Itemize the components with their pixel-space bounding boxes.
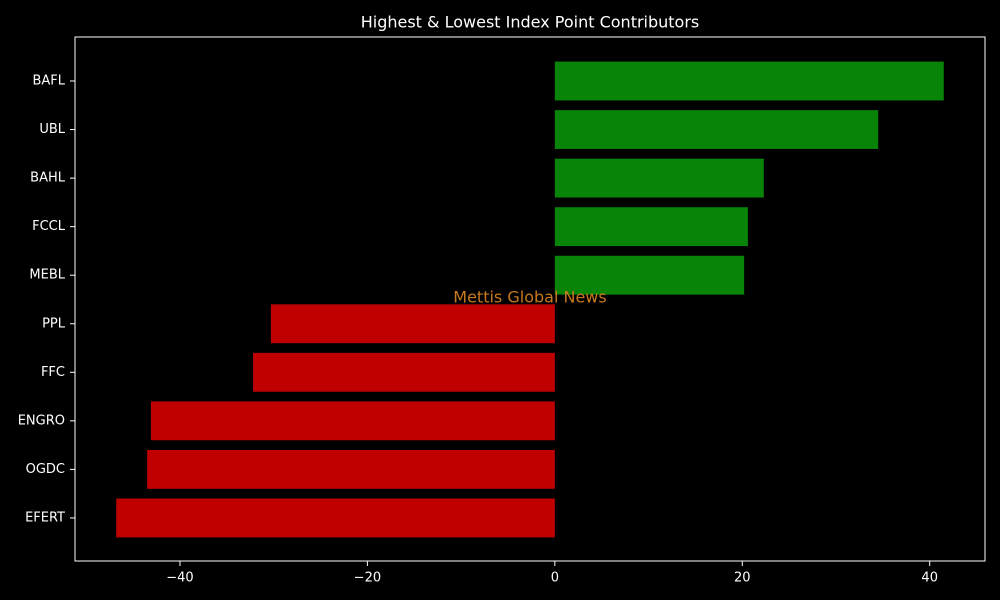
y-tick-label: FCCL [32, 219, 66, 234]
y-tick-label: OGDC [26, 462, 65, 477]
x-tick-label: 0 [551, 571, 559, 586]
y-tick-label: MEBL [29, 268, 65, 283]
bar [554, 255, 745, 295]
y-tick-label: BAHL [30, 171, 66, 186]
x-tick-label: 20 [734, 571, 751, 586]
watermark: Mettis Global News [453, 288, 606, 307]
bar [554, 158, 764, 198]
y-tick-label: UBL [39, 122, 65, 137]
y-tick-label: ENGRO [18, 413, 65, 428]
bar [150, 401, 555, 441]
bar [554, 61, 944, 101]
x-tick-label: −40 [166, 571, 193, 586]
y-tick-label: PPL [42, 316, 66, 331]
chart-title: Highest & Lowest Index Point Contributor… [361, 13, 700, 32]
bar [270, 304, 555, 344]
x-tick-label: 40 [921, 571, 938, 586]
bar [147, 449, 555, 489]
y-tick-label: EFERT [25, 510, 65, 525]
bar [116, 498, 555, 538]
bar [554, 110, 879, 149]
bar [554, 207, 748, 247]
bar [253, 352, 555, 392]
plot-frame [74, 36, 986, 562]
x-tick-label: −20 [354, 571, 381, 586]
y-tick-label: BAFL [32, 74, 65, 89]
y-tick-label: FFC [41, 365, 65, 380]
